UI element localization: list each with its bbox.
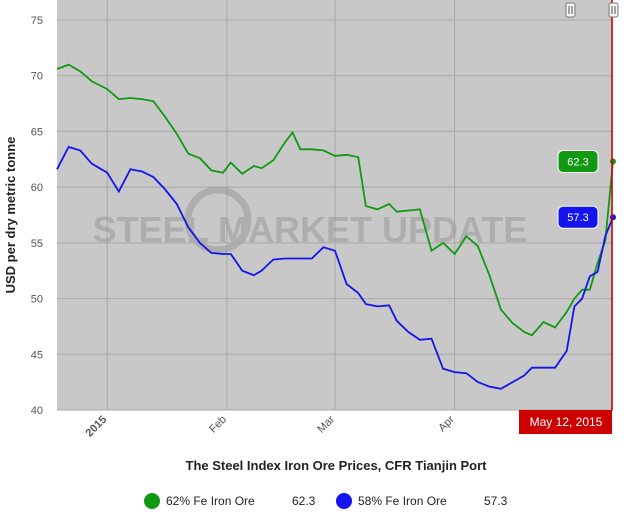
- y-axis-ticks: 40 45 50 55 60 65 70 75: [31, 15, 43, 417]
- series-value-box-1: [557, 150, 599, 174]
- crosshair-date-text: May 12, 2015: [530, 415, 603, 429]
- y-tick-label: 55: [31, 238, 43, 250]
- x-tick-label: 2015: [84, 414, 110, 440]
- series-value-label-1: 62.3: [567, 157, 588, 169]
- y-tick-label: 65: [31, 126, 43, 138]
- legend-swatch: [336, 493, 352, 509]
- legend-series-name: 58% Fe Iron Ore: [358, 494, 447, 508]
- series-value-label-2: 57.3: [567, 212, 588, 224]
- range-handle-left[interactable]: [565, 2, 576, 18]
- legend-series-name: 62% Fe Iron Ore: [166, 494, 255, 508]
- series-line-1: [56, 63, 614, 337]
- legend-series-value: 57.3: [484, 494, 508, 508]
- series-end-marker-1: [610, 158, 616, 165]
- x-axis-ticks: 2015 Feb Mar Apr: [84, 413, 458, 439]
- series-layer: 62.3 57.3: [56, 63, 616, 390]
- legend-item-2[interactable]: 58% Fe Iron Ore 57.3: [336, 493, 508, 509]
- watermark-text: STEEL MARKET UPDATE: [93, 209, 528, 250]
- y-tick-label: 40: [31, 405, 43, 417]
- y-axis-label: USD per dry metric tonne: [3, 137, 18, 294]
- x-tick-label: Feb: [207, 414, 229, 436]
- y-tick-label: 70: [31, 71, 43, 83]
- legend-swatch: [144, 493, 160, 509]
- y-tick-label: 60: [31, 182, 43, 194]
- legend-item-1[interactable]: 62% Fe Iron Ore 62.3: [144, 493, 316, 509]
- x-tick-label: Apr: [436, 413, 457, 434]
- crosshair-date-label: May 12, 2015: [519, 410, 612, 434]
- y-tick-label: 45: [31, 349, 43, 361]
- x-tick-label: Mar: [315, 413, 337, 435]
- series-value-box-2: [557, 205, 599, 229]
- y-tick-label: 50: [31, 294, 43, 306]
- series-line-2: [56, 145, 614, 390]
- watermark: STEEL MARKET UPDATE: [93, 186, 528, 254]
- legend: 62% Fe Iron Ore 62.3 58% Fe Iron Ore 57.3: [144, 493, 508, 509]
- series-end-marker-2: [610, 214, 616, 221]
- grid: [57, 0, 613, 411]
- y-tick-label: 75: [31, 15, 43, 27]
- legend-series-value: 62.3: [292, 494, 316, 508]
- chart-title: The Steel Index Iron Ore Prices, CFR Tia…: [186, 458, 488, 473]
- range-handle-right[interactable]: [608, 2, 619, 18]
